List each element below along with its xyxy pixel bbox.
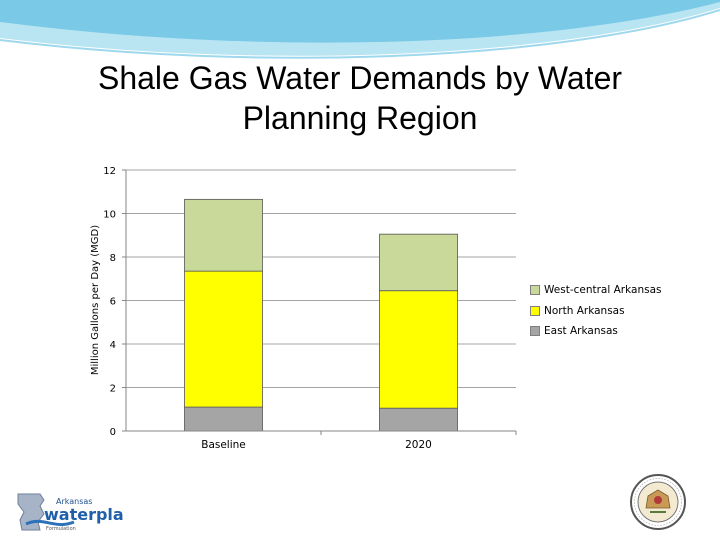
y-tick-label: 10 <box>103 210 116 221</box>
waterplan-logo-icon: Arkansas waterplan Formulation <box>17 493 135 532</box>
logo-text-small: Formulation <box>46 526 76 532</box>
x-axis-labels: Baseline 2020 <box>201 431 517 451</box>
legend-label: West-central Arkansas <box>544 284 662 297</box>
legend-label: East Arkansas <box>544 325 618 338</box>
y-axis-title: Million Gallons per Day (MGD) <box>90 225 101 375</box>
y-tick-label: 12 <box>103 166 116 177</box>
chart-legend: West-central Arkansas North Arkansas East … <box>530 280 661 342</box>
logo-text-waterplan: waterplan <box>44 505 124 524</box>
legend-item: East Arkansas <box>530 321 661 342</box>
bar-segment-east-arkansas-2020 <box>379 407 458 432</box>
bar-segment-east-arkansas-baseline <box>184 406 263 432</box>
bar-segment-west-central-arkansas-2020 <box>379 233 458 292</box>
y-tick-label: 4 <box>110 340 116 351</box>
legend-label: North Arkansas <box>544 304 625 317</box>
bar-segment-north-arkansas-baseline <box>184 270 263 408</box>
legend-swatch <box>530 326 540 337</box>
header-swoosh <box>0 0 720 59</box>
x-tick-label: 2020 <box>405 439 432 451</box>
bars <box>184 198 458 432</box>
y-tick-label: 0 <box>110 427 116 438</box>
y-tick-label: 2 <box>110 384 116 395</box>
bar-segment-north-arkansas-2020 <box>379 290 458 409</box>
legend-item: North Arkansas <box>530 301 661 322</box>
seal-icon <box>630 474 686 530</box>
slide-title: Shale Gas Water Demands by Water Plannin… <box>97 60 623 136</box>
legend-swatch <box>530 305 540 316</box>
y-axis-ticks: 0 2 4 6 8 10 12 <box>103 166 126 438</box>
state-seal <box>628 472 688 536</box>
legend-swatch <box>530 285 540 296</box>
bar-segment-west-central-arkansas-baseline <box>184 198 263 272</box>
y-tick-label: 6 <box>110 297 116 308</box>
y-tick-label: 8 <box>110 253 116 264</box>
arkansas-waterplan-logo: Arkansas waterplan Formulation <box>14 490 135 538</box>
logo-text-arkansas: Arkansas <box>56 497 92 506</box>
x-tick-label: Baseline <box>201 439 246 451</box>
legend-item: West-central Arkansas <box>530 280 661 301</box>
